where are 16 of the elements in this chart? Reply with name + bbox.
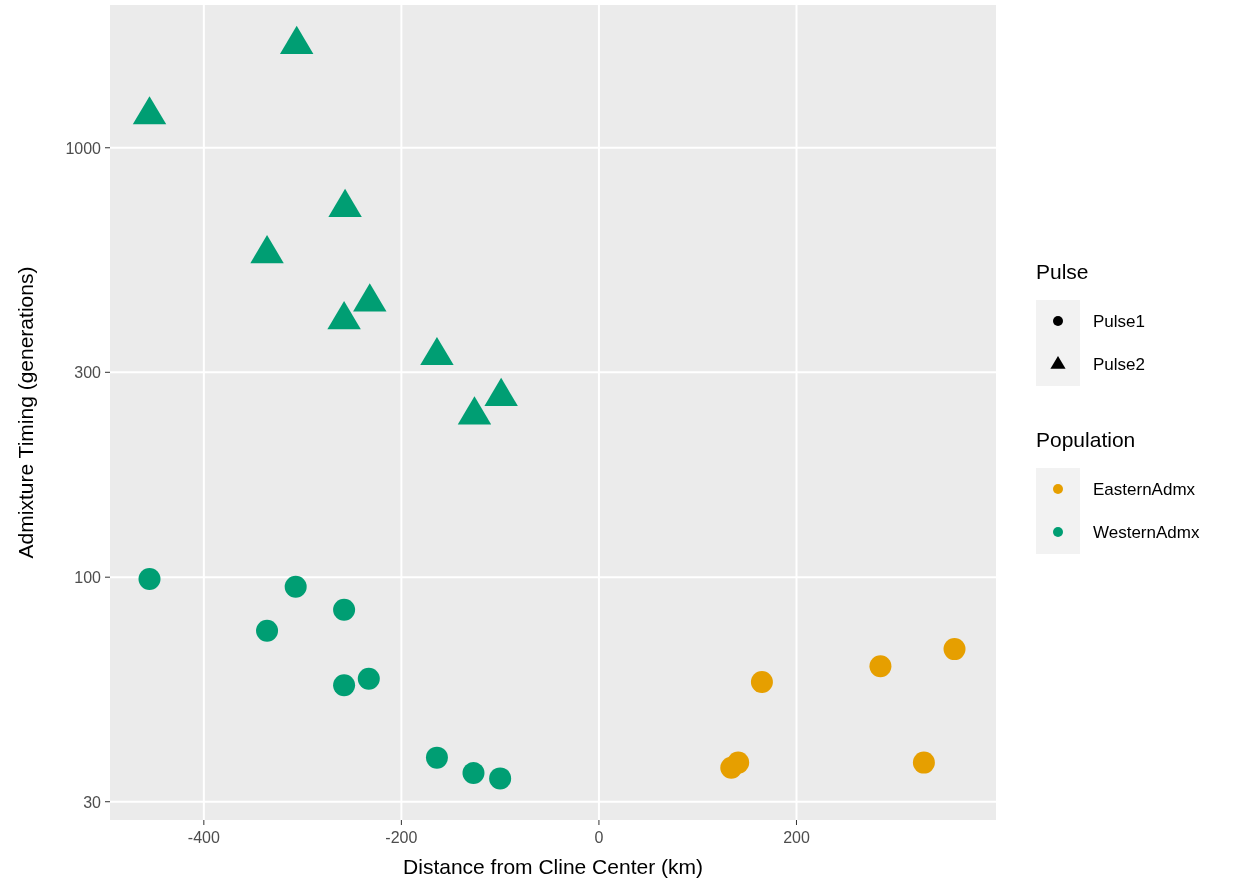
x-tick-label: -200 — [385, 829, 418, 846]
y-tick-label: 1000 — [65, 139, 102, 157]
text: Pulse — [1036, 260, 1089, 283]
legend-label: WesternAdmx — [1093, 523, 1200, 542]
x-axis-title: Distance from Cline Center (km) — [403, 855, 703, 878]
legend-title: Population — [1036, 428, 1136, 451]
x-tick-label: 200 — [783, 829, 810, 846]
text: Pulse1 — [1093, 312, 1145, 331]
x-tick-label: -400 — [187, 829, 220, 846]
y-axis-title: Admixture Timing (generations) — [14, 266, 37, 559]
text: Pulse2 — [1093, 355, 1145, 374]
legend-label: EasternAdmx — [1093, 480, 1196, 499]
y-tick-label: 30 — [83, 793, 102, 811]
y-tick-label: 100 — [74, 569, 102, 587]
y-tick-label: 300 — [74, 364, 102, 382]
x-tick-label: 0 — [594, 829, 604, 846]
